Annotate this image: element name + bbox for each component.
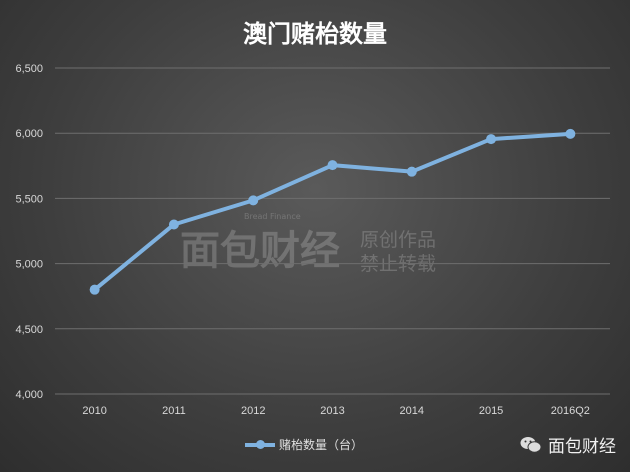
x-tick-label: 2016Q2 <box>551 405 590 417</box>
legend-swatch <box>245 439 275 449</box>
legend-label: 赌枱数量（台） <box>279 438 364 452</box>
watermark-line1: 原创作品 <box>360 229 437 251</box>
y-tick-label: 4,000 <box>15 389 43 401</box>
x-tick-label: 2013 <box>320 405 344 417</box>
legend: 赌枱数量（台） <box>245 436 363 453</box>
brand: 面包财经 <box>520 432 616 457</box>
x-tick-label: 2010 <box>82 405 106 417</box>
series-line <box>93 131 571 292</box>
data-point <box>89 284 100 295</box>
y-tick-label: 5,000 <box>15 259 43 271</box>
y-tick-label: 6,500 <box>15 63 43 75</box>
data-point <box>486 134 497 145</box>
y-tick-label: 6,000 <box>15 128 43 140</box>
data-point <box>248 195 259 206</box>
x-tick-label: 2012 <box>241 405 265 417</box>
y-tick-label: 5,500 <box>15 193 43 205</box>
y-tick-label: 4,500 <box>15 324 43 336</box>
x-tick-label: 2011 <box>162 405 186 417</box>
watermark-en: Bread Finance <box>244 212 301 221</box>
data-point <box>565 128 576 139</box>
wechat-icon <box>520 436 542 453</box>
data-point <box>327 160 338 171</box>
data-point <box>168 219 179 230</box>
chart-title: 澳门赌枱数量 <box>243 20 387 48</box>
data-point <box>406 166 417 177</box>
x-tick-label: 2015 <box>479 405 503 417</box>
brand-label: 面包财经 <box>548 437 616 457</box>
watermark-logo: 面包财经 <box>180 228 340 274</box>
x-tick-label: 2014 <box>400 405 424 417</box>
